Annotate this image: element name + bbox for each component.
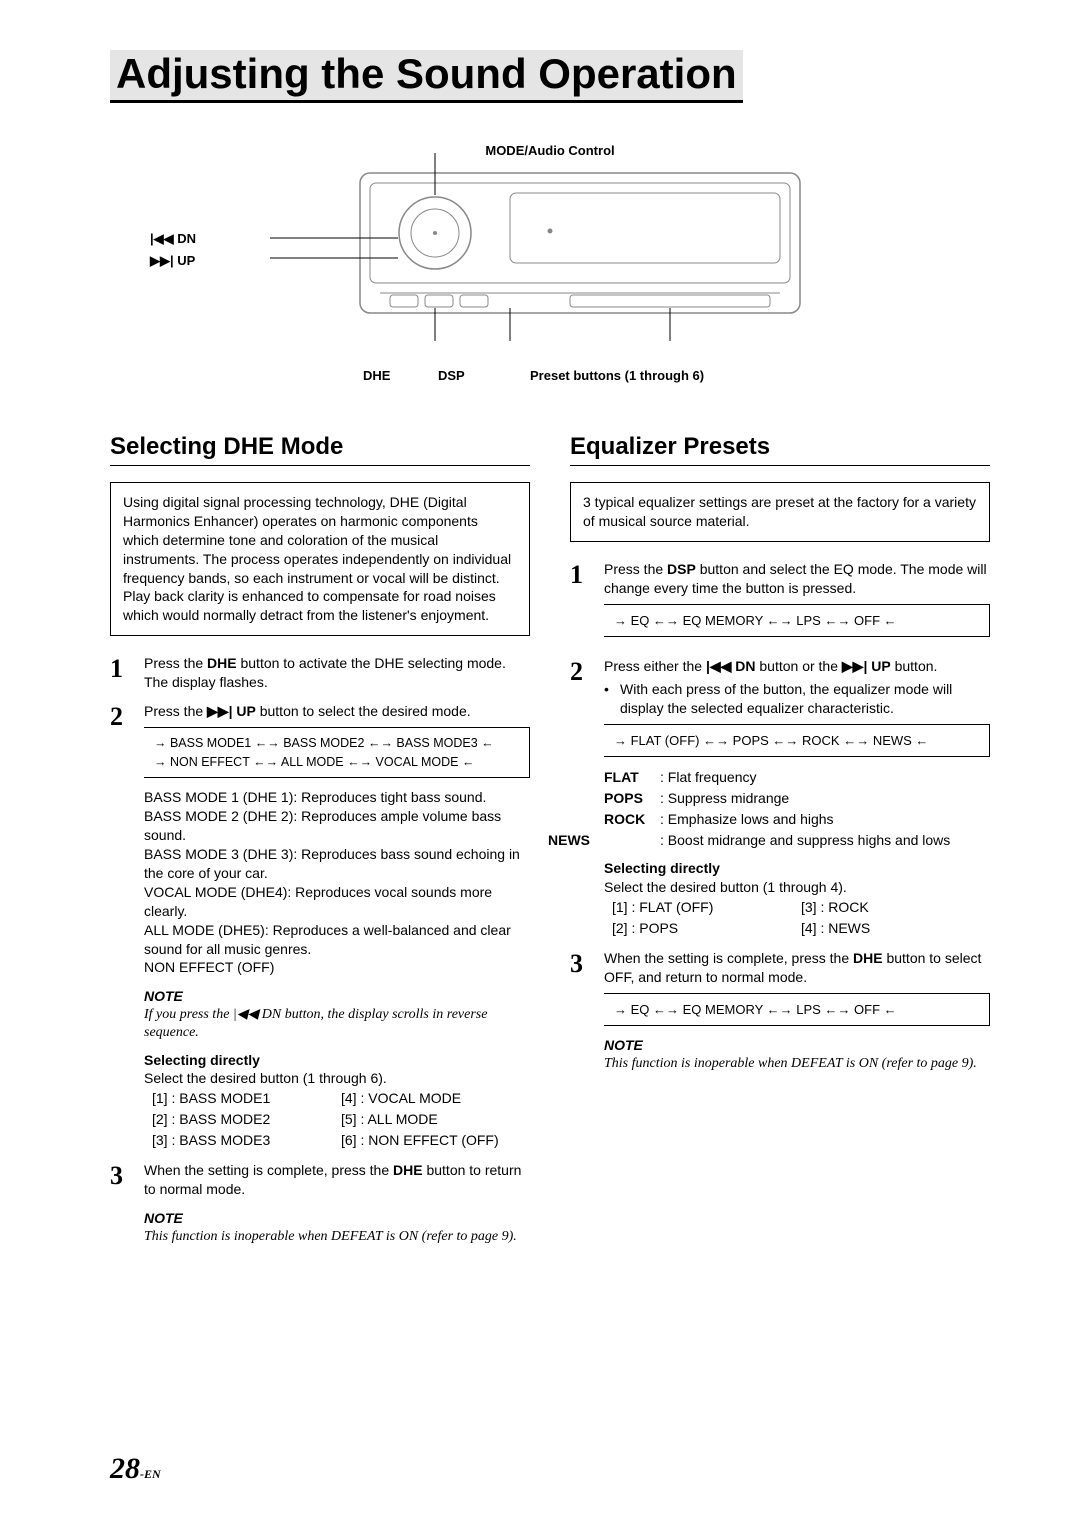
label-dsp: DSP [438,368,465,383]
b: DHE [207,655,237,671]
b: DHE [393,1162,423,1178]
section-title-dhe: Selecting DHE Mode [110,433,530,466]
note-heading: NOTE [144,1209,530,1228]
direct-table: [1] : BASS MODE1 [2] : BASS MODE2 [3] : … [152,1088,530,1151]
v: : Suppress midrange [660,790,789,806]
page-number-value: 28 [110,1452,140,1485]
selecting-directly-hd: Selecting directly [604,859,990,878]
label-dn: |◀◀ DN [150,231,196,247]
page-suffix: -EN [140,1467,161,1481]
direct-item: [6] : NON EFFECT (OFF) [341,1130,530,1151]
v: : Emphasize lows and highs [660,811,834,827]
label-preset: Preset buttons (1 through 6) [530,368,704,383]
t: button. [891,658,938,674]
bullet-text: With each press of the button, the equal… [620,680,990,718]
direct-table: [1] : FLAT (OFF) [2] : POPS [3] : ROCK [… [612,897,990,939]
step-body: Press the DSP button and select the EQ m… [604,560,990,647]
eq-char-cycle: → FLAT (OFF) ←→ POPS ←→ ROCK ←→ NEWS ← [604,724,990,758]
eq-desc-list: FLAT: Flat frequency POPS: Suppress midr… [604,767,990,851]
step-number: 1 [570,560,604,647]
dhe-intro: Using digital signal processing technolo… [110,482,530,636]
direct-item: [2] : BASS MODE2 [152,1109,341,1130]
stereo-svg [270,143,830,343]
t: When the setting is complete, press the [604,950,853,966]
k: FLAT [604,767,660,788]
step-body: Press the DHE button to activate the DHE… [144,654,530,692]
dhe-step-1: 1 Press the DHE button to activate the D… [110,654,530,692]
label-dhe: DHE [363,368,390,383]
mode-desc: BASS MODE 3 (DHE 3): Reproduces bass sou… [144,845,530,883]
cycle-line: → NON EFFECT ←→ ALL MODE ←→ VOCAL MODE ← [154,753,519,772]
direct-item: [3] : BASS MODE3 [152,1130,341,1151]
direct-item: [1] : BASS MODE1 [152,1088,341,1109]
b: ▶▶| UP [207,703,256,719]
direct-item: [2] : POPS [612,918,801,939]
eq-cycle-box: → EQ ←→ EQ MEMORY ←→ LPS ←→ OFF ← [604,993,990,1027]
bullet-icon: • [604,680,620,718]
direct-item: [3] : ROCK [801,897,990,918]
page-title: Adjusting the Sound Operation [110,50,743,103]
k: ROCK [604,809,660,830]
eq-step-3: 3 When the setting is complete, press th… [570,949,990,1073]
note-heading: NOTE [144,987,530,1006]
v: : Boost midrange and suppress highs and … [660,832,950,848]
direct-intro: Select the desired button (1 through 6). [144,1069,530,1088]
mode-cycle-box: → BASS MODE1 ←→ BASS MODE2 ←→ BASS MODE3… [144,727,530,779]
direct-item: [4] : NEWS [801,918,990,939]
v: : Flat frequency [660,769,757,785]
section-title-eq: Equalizer Presets [570,433,990,466]
step-body: When the setting is complete, press the … [604,949,990,1073]
mode-desc: VOCAL MODE (DHE4): Reproduces vocal soun… [144,883,530,921]
dhe-step-3: 3 When the setting is complete, press th… [110,1161,530,1246]
note-text: This function is inoperable when DEFEAT … [144,1228,530,1246]
k: POPS [604,788,660,809]
eq-step-2: 2 Press either the |◀◀ DN button or the … [570,657,990,939]
step-number: 2 [570,657,604,939]
step-number: 3 [570,949,604,1073]
left-column: Selecting DHE Mode Using digital signal … [110,433,530,1256]
eq-intro: 3 typical equalizer settings are preset … [570,482,990,542]
step-number: 3 [110,1161,144,1246]
t: Press either the [604,658,706,674]
eq-cycle-box: → EQ ←→ EQ MEMORY ←→ LPS ←→ OFF ← [604,604,990,638]
note-text: This function is inoperable when DEFEAT … [604,1055,990,1073]
t: Press the [144,655,207,671]
direct-item: [4] : VOCAL MODE [341,1088,530,1109]
page: Adjusting the Sound Operation MODE/Audio… [0,0,1080,1526]
b: ▶▶| UP [842,658,891,674]
mode-desc: NON EFFECT (OFF) [144,958,530,977]
mode-desc: BASS MODE 1 (DHE 1): Reproduces tight ba… [144,788,530,807]
k: NEWS [604,830,660,851]
note-text: If you press the |◀◀ DN button, the disp… [144,1006,530,1042]
b: DHE [853,950,883,966]
step-body: Press either the |◀◀ DN button or the ▶▶… [604,657,990,939]
direct-intro: Select the desired button (1 through 4). [604,878,990,897]
columns: Selecting DHE Mode Using digital signal … [110,433,990,1256]
t: When the setting is complete, press the [144,1162,393,1178]
selecting-directly-hd: Selecting directly [144,1051,530,1070]
device-diagram: MODE/Audio Control |◀◀ DN ▶▶| UP DHE DSP [110,143,990,383]
page-number: 28-EN [110,1452,161,1486]
label-mode-audio: MODE/Audio Control [485,143,614,158]
cycle-line: → BASS MODE1 ←→ BASS MODE2 ←→ BASS MODE3… [154,734,519,753]
note-heading: NOTE [604,1036,990,1055]
eq-step-1: 1 Press the DSP button and select the EQ… [570,560,990,647]
t: button or the [756,658,842,674]
step-number: 2 [110,702,144,1151]
step-body: When the setting is complete, press the … [144,1161,530,1246]
t: button to select the desired mode. [256,703,471,719]
direct-item: [5] : ALL MODE [341,1109,530,1130]
right-column: Equalizer Presets 3 typical equalizer se… [570,433,990,1256]
mode-desc: BASS MODE 2 (DHE 2): Reproduces ample vo… [144,807,530,845]
label-up: ▶▶| UP [150,253,195,269]
direct-item: [1] : FLAT (OFF) [612,897,801,918]
b: |◀◀ DN [706,658,756,674]
t: Press the [144,703,207,719]
step-number: 1 [110,654,144,692]
b: DSP [667,561,696,577]
mode-desc: ALL MODE (DHE5): Reproduces a well-balan… [144,921,530,959]
t: Press the [604,561,667,577]
step-body: Press the ▶▶| UP button to select the de… [144,702,530,1151]
dhe-step-2: 2 Press the ▶▶| UP button to select the … [110,702,530,1151]
